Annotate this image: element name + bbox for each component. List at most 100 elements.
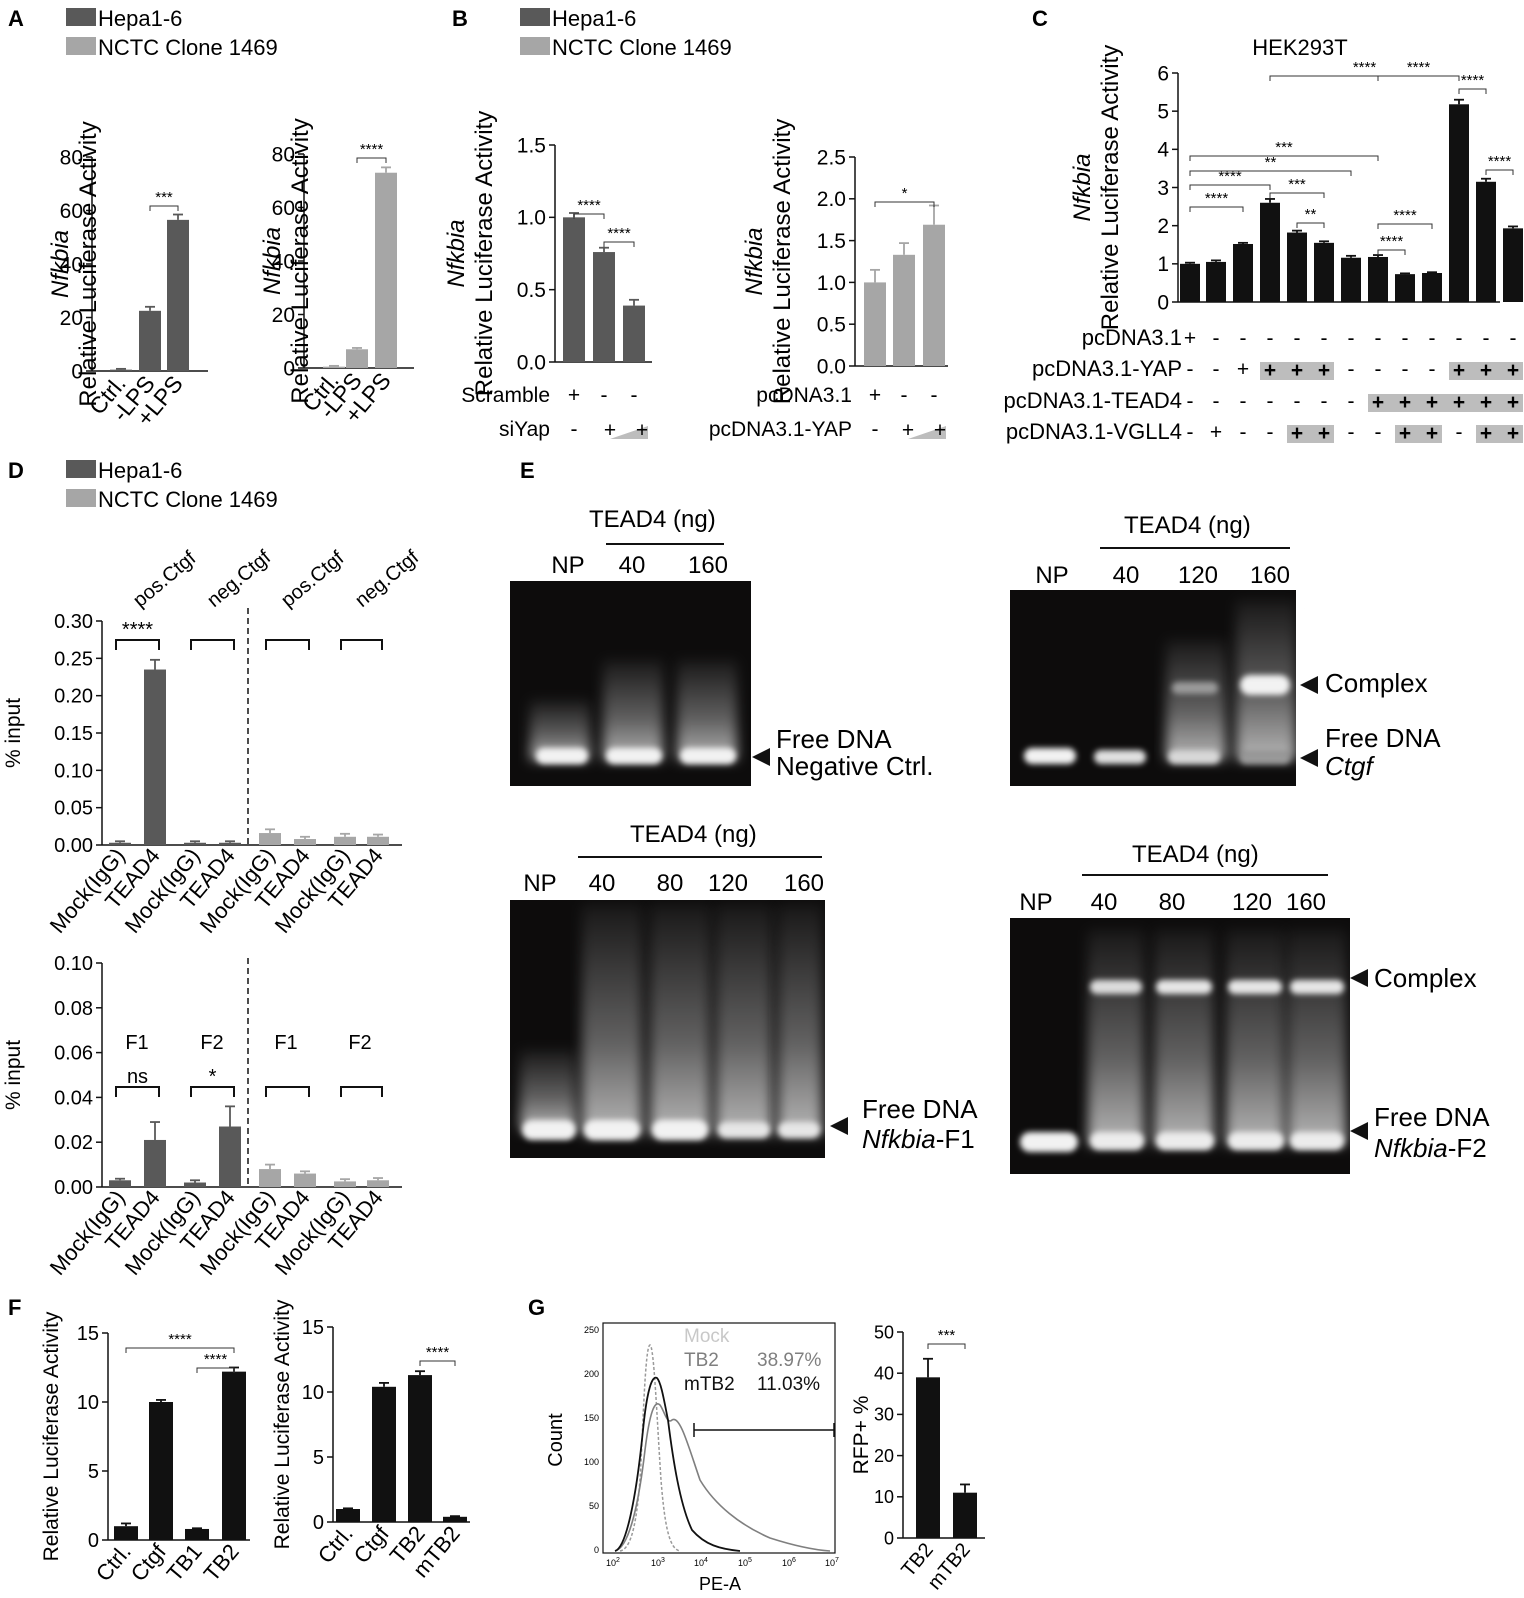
y-tick-label: 0.20 [54,686,93,708]
band-free-dna [1020,1132,1078,1152]
fragment-suffix: -F1 [936,1124,975,1154]
y-axis-label: RFP+ % [850,1396,873,1475]
significance-label: **** [426,1344,450,1361]
significance-bracket [1189,155,1379,161]
chart-title-hek293t: HEK293T [1252,35,1347,60]
y-axis-label: % input [2,698,25,768]
significance-label: **** [204,1351,228,1368]
group-label-pos-ctgf: pos.Ctgf [277,547,349,612]
bar [294,839,316,845]
lane-smear [1166,640,1226,760]
histogram-curve-mock [619,1344,681,1552]
arrowhead-free-dna [752,748,770,766]
y-axis-label-gene: Nfkbia [443,219,470,287]
significance-bracket [115,1086,160,1097]
significance-bracket [1458,88,1487,94]
significance-bracket [340,1086,383,1097]
significance-bracket [1377,249,1406,255]
y-tick-label: 2.0 [817,188,846,211]
b-right-conditions: pcDNA3.1 pcDNA3.1-YAP + - - - + + [709,384,946,442]
y-tick-label: 4 [1157,139,1169,162]
sign-plus: + [1426,422,1438,445]
histogram-curve-mtb2 [614,1376,741,1552]
band-free-dna [778,1122,820,1138]
significance-bracket [1485,169,1514,175]
y-tick-label: 0.0 [517,351,546,374]
y-tick-label: 0 [1157,291,1169,314]
y-tick-label: 0.25 [54,648,93,670]
y-tick-label: 1.0 [817,272,846,295]
gel-nfkbia-f2: TEAD4 (ng) NP 40 80 120 160 Complex Free… [1010,841,1490,1174]
sign-plus: + [1264,359,1276,382]
group-label-neg-ctgf: neg.Ctgf [351,546,423,612]
y-tick-label: 20 [60,307,83,330]
significance-label: **** [1353,59,1377,76]
fragment-suffix: -F2 [1448,1133,1487,1163]
sign-plus: + [1399,391,1411,414]
histogram-x-ticks: 102 103 104 105 106 107 [606,1557,839,1568]
bar [893,254,915,366]
row-label-scramble: Scramble [461,384,550,407]
bar [1206,261,1226,302]
bar [323,366,345,368]
band-complex [1228,980,1282,994]
bar [334,836,356,845]
y-tick: 50 [589,1501,599,1511]
sign-minus: - [1321,390,1328,413]
bar [367,1180,389,1187]
panel-letter-e: E [520,458,535,483]
band-free-dna [606,748,662,764]
legend-label-nctc: NCTC Clone 1469 [98,487,278,512]
label-nfkbia-f1: Nfkbia-F1 [862,1124,975,1154]
y-tick-label: 20 [272,304,295,327]
y-tick-label: 15 [77,1323,99,1345]
significance-bracket [573,213,605,219]
histogram-frame [602,1322,836,1554]
lane-smear [778,905,822,1135]
bar [259,833,281,845]
significance-bracket [419,1360,456,1366]
y-axis-label-gene: Nfkbia [1069,153,1096,221]
band-free-dna [584,1120,640,1140]
y-tick-label: 80 [272,143,295,166]
sign-plus: + [1453,359,1465,382]
sign-minus: - [1321,327,1328,350]
sign-plus: + [1318,359,1330,382]
sign-minus: - [872,418,879,441]
bar [219,842,241,845]
row-label-yap: pcDNA3.1-YAP [1032,356,1182,381]
sign-plus: + [1184,327,1196,350]
significance-bracket [1377,75,1460,81]
group-label-pos-ctgf: pos.Ctgf [129,547,201,612]
significance-bracket [125,1347,235,1353]
bar [184,842,206,845]
row-label-tead4: pcDNA3.1-TEAD4 [1003,388,1182,413]
significance-label: * [902,185,908,202]
y-tick-label: 60 [60,200,83,223]
sign-plus: + [1210,421,1222,444]
y-tick-label: 6 [1157,62,1169,85]
flow-histogram: Count PE-A 0 50 100 150 200 250 102 103 … [545,1322,839,1594]
sign-minus: - [931,384,938,407]
y-axis-label-count: Count [545,1413,567,1467]
y-tick-label: 10 [77,1392,99,1414]
y-axis-label: Relative Luciferase Activity [287,118,314,403]
legend-swatch-hepa [66,460,96,478]
row-label-pcdna-yap: pcDNA3.1-YAP [709,418,852,441]
group-label-f1: F1 [125,1032,148,1054]
sign-plus: + [1480,422,1492,445]
lane-smear [677,660,737,760]
lane-label-120: 120 [1178,562,1218,589]
bar [114,1526,138,1540]
lane-label-120: 120 [708,870,748,897]
y-tick: 150 [584,1413,599,1423]
significance-label: **** [607,225,631,242]
gene-name: Nfkbia [862,1124,936,1154]
dose-wedge [1476,425,1523,443]
sign-minus: - [1187,421,1194,444]
significance-bracket [190,639,235,650]
lane-label-np: NP [523,870,556,897]
significance-bracket [1296,222,1325,228]
